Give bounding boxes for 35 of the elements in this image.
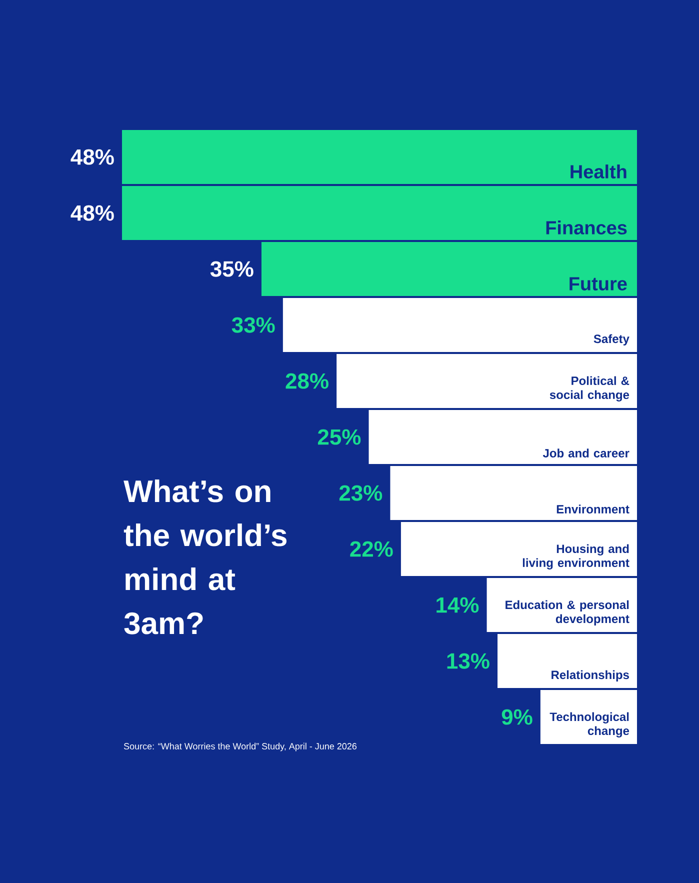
y-tick-label: Political & social change	[550, 376, 630, 402]
y-tick-label: Future	[570, 277, 627, 290]
data-label: 14%	[436, 597, 479, 613]
y-tick-label: Finances	[546, 220, 627, 234]
y-tick-label: Environment	[556, 504, 630, 514]
bar	[122, 186, 637, 240]
data-label: 22%	[350, 541, 393, 557]
y-tick-label: Relationships	[552, 670, 629, 682]
data-label: 35%	[210, 261, 254, 277]
y-tick-label: Technological change	[550, 712, 630, 738]
bar	[122, 130, 637, 184]
y-tick-label: Housing and living environment	[522, 544, 630, 570]
data-label: 23%	[339, 485, 382, 501]
bar	[336, 354, 637, 408]
bar	[368, 410, 637, 464]
data-label: 48%	[70, 149, 114, 165]
bar	[390, 466, 637, 520]
bar	[486, 578, 637, 632]
bar	[282, 298, 637, 352]
y-tick-label: Health	[570, 164, 626, 178]
bar	[540, 690, 637, 744]
y-tick-label: Education & personal development	[506, 600, 630, 626]
data-label: 25%	[318, 429, 361, 445]
y-tick-label: Safety	[594, 334, 630, 346]
data-label: 28%	[286, 373, 328, 389]
bar	[400, 522, 637, 576]
data-label: 33%	[232, 317, 275, 333]
text: What’s on the world’s mind at 3am?	[124, 480, 286, 634]
bar	[498, 634, 637, 688]
annotation: Source: “What Worries the World” Study, April - June 2026	[124, 742, 357, 752]
data-label: 48%	[70, 205, 114, 221]
y-tick-label: Job and career	[542, 448, 630, 458]
data-label: 13%	[447, 653, 490, 669]
data-label: 9%	[502, 709, 532, 725]
bar	[261, 242, 637, 296]
